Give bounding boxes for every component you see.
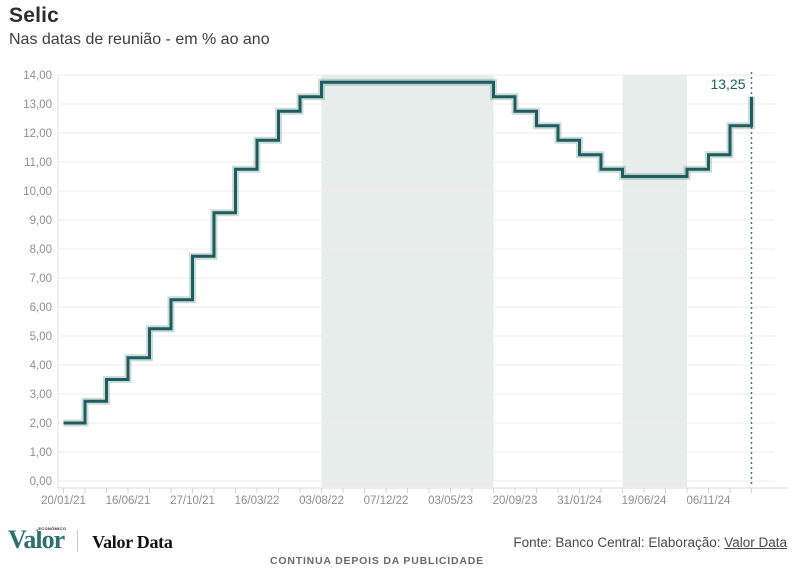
valor-economico-logo: Valor ECONÔMICO: [8, 526, 67, 553]
y-axis-tick-label: 7,00: [30, 273, 52, 285]
y-axis-tick-label: 10,00: [23, 186, 52, 198]
x-axis-tick-label: 06/11/24: [687, 495, 732, 507]
selic-step-chart: 14,00 13,00 12,00 11,00 10,00 9,00 8,00 7,00 6,0…: [23, 70, 788, 507]
x-axis-tick-label: 03/08/22: [299, 495, 344, 507]
valor-data-logo-text: Valor Data: [92, 532, 173, 552]
source-text: Fonte: Banco Central: Elaboração:: [513, 535, 725, 550]
page-subtitle: Nas datas de reunião - em % ao ano: [9, 31, 270, 49]
selic-step-line: [63, 80, 753, 425]
y-axis-tick-label: 6,00: [30, 302, 52, 314]
x-axis-tick-label: 20/09/23: [493, 495, 538, 507]
stable-rate-highlight-band: [321, 75, 494, 487]
x-axis-tick-label: 16/06/21: [106, 495, 151, 507]
y-axis-tick-label: 0,00: [30, 476, 52, 488]
y-axis-tick-label: 3,00: [30, 389, 52, 401]
chart-area: 14,00 13,00 12,00 11,00 10,00 9,00 8,00 7,00 6,0…: [0, 58, 796, 510]
y-axis-tick-label: 12,00: [23, 128, 52, 140]
stable-rate-highlight-band: [622, 75, 687, 487]
page-title: Selic: [9, 4, 60, 27]
y-axis-tick-label: 11,00: [24, 157, 52, 169]
x-axis-tick-label: 03/05/23: [428, 495, 473, 507]
source-attribution: Fonte: Banco Central: Elaboração: Valor …: [513, 535, 787, 550]
y-axis-tick-label: 2,00: [30, 418, 52, 430]
x-axis-tick-label: 07/12/22: [364, 495, 409, 507]
y-axis-tick-label: 4,00: [30, 360, 52, 372]
logo-divider: [76, 530, 78, 552]
last-value-label: 13,25: [710, 76, 745, 92]
y-axis-tick-label: 8,00: [30, 244, 52, 256]
y-axis-tick-label: 13,00: [23, 99, 52, 111]
page-footer: Valor ECONÔMICO Valor Data Fonte: Banco …: [0, 520, 796, 569]
valor-logo-economico-text: ECONÔMICO: [38, 526, 67, 531]
y-axis-tick-label: 5,00: [30, 331, 52, 343]
valor-logo[interactable]: Valor ECONÔMICO Valor Data: [8, 526, 173, 557]
chart-header: Selic Nas datas de reunião - em % ao ano: [9, 4, 270, 49]
x-axis-tick-label: 27/10/21: [170, 495, 215, 507]
valor-data-link[interactable]: Valor Data: [724, 535, 787, 550]
x-axis-tick-label: 19/06/24: [622, 495, 667, 507]
y-axis-tick-label: 14,00: [23, 70, 52, 82]
x-axis-tick-label: 31/01/24: [557, 495, 602, 507]
y-axis-tick-label: 9,00: [30, 215, 52, 227]
ad-continuation-notice: CONTINUA DEPOIS DA PUBLICIDADE: [270, 555, 484, 567]
y-axis-tick-label: 1,00: [30, 447, 52, 459]
x-axis-tick-label: 16/03/22: [235, 495, 280, 507]
x-axis-tick-label: 20/01/21: [41, 495, 86, 507]
